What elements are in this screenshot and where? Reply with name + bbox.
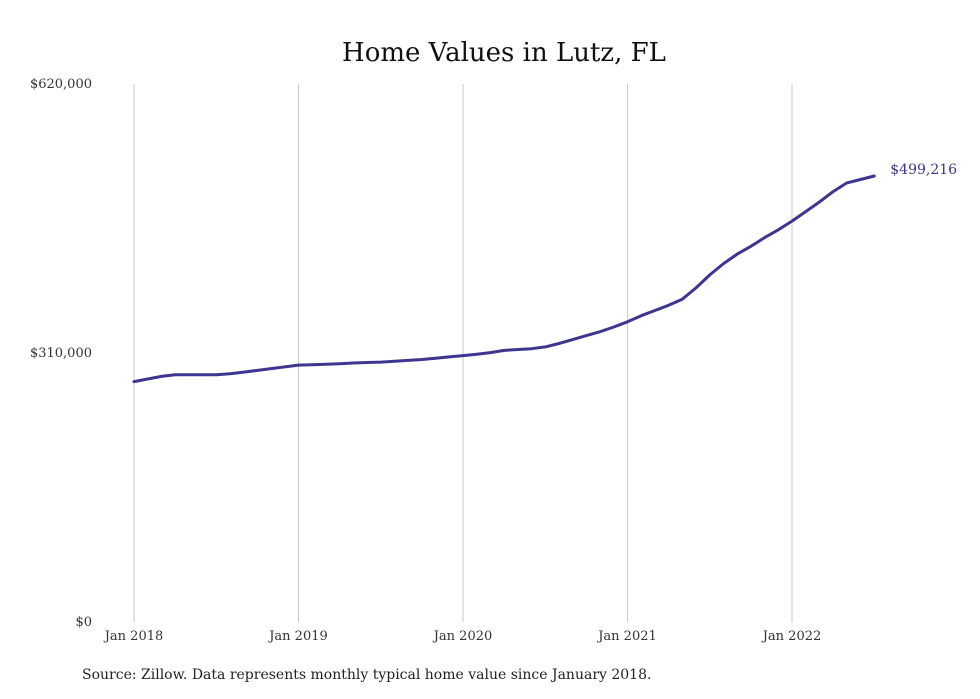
x-tick-label: Jan 2022 xyxy=(761,629,822,644)
gridlines xyxy=(133,84,793,622)
x-tick-label: Jan 2019 xyxy=(267,629,328,644)
y-tick-label: $0 xyxy=(75,615,92,630)
source-note: Source: Zillow. Data represents monthly … xyxy=(82,667,652,683)
y-tick-label: $620,000 xyxy=(30,77,92,92)
x-tick-label: Jan 2018 xyxy=(103,629,164,644)
chart-title: Home Values in Lutz, FL xyxy=(342,38,666,68)
y-tick-label: $310,000 xyxy=(30,346,92,361)
x-axis-ticks: Jan 2018 Jan 2019 Jan 2020 Jan 2021 Jan 2022 xyxy=(103,629,822,644)
x-tick-label: Jan 2021 xyxy=(596,629,657,644)
end-value-label: $499,216 xyxy=(890,162,957,178)
y-axis-ticks: $0 $310,000 $620,000 xyxy=(30,77,92,630)
x-tick-label: Jan 2020 xyxy=(432,629,493,644)
home-value-line xyxy=(132,174,876,384)
